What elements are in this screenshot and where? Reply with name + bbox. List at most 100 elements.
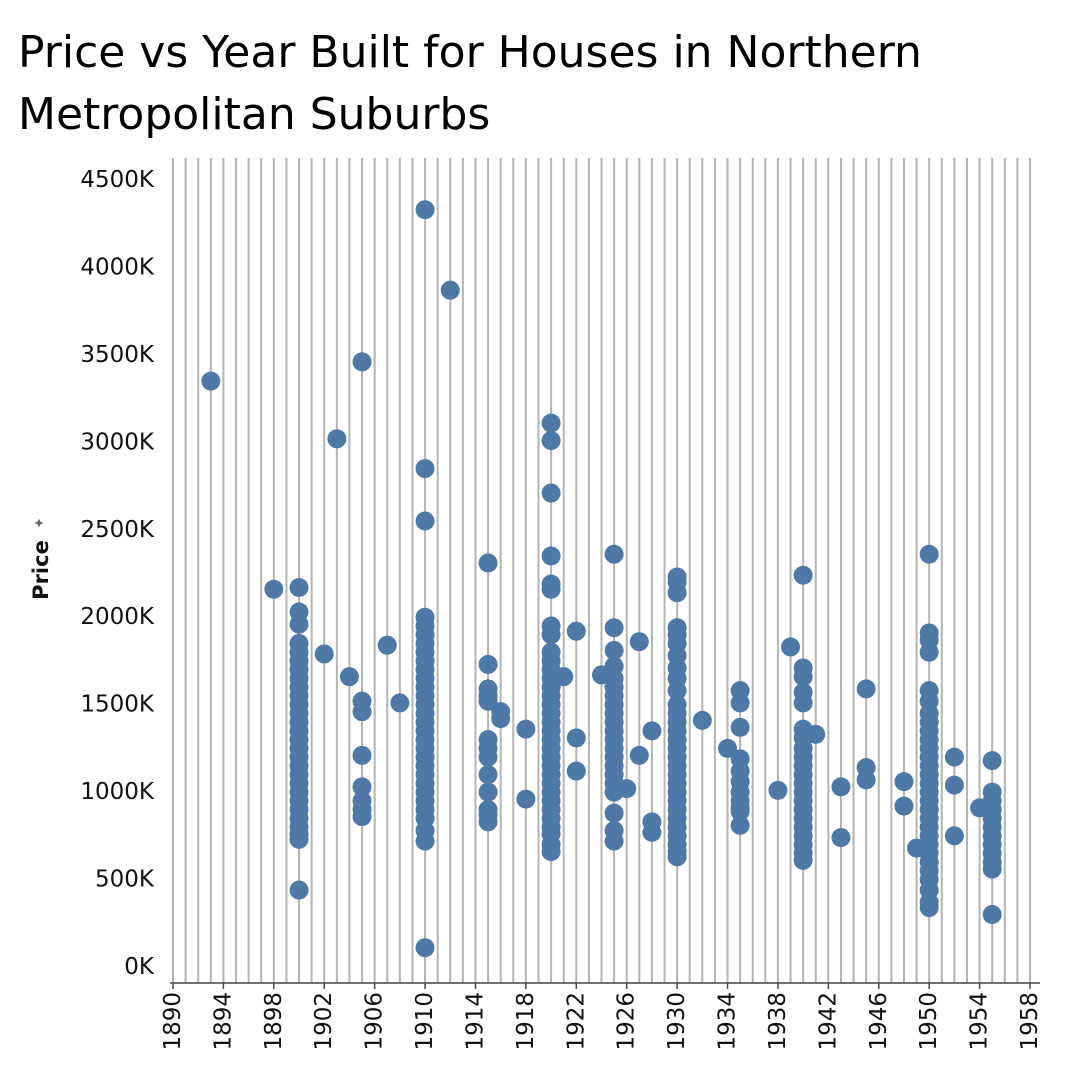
data-point <box>415 831 435 851</box>
y-tick-label: 0K <box>124 954 155 980</box>
y-axis-title-group: Price <box>29 518 53 600</box>
data-point <box>339 667 359 687</box>
data-point <box>491 709 511 729</box>
x-tick-label: 1954 <box>967 992 993 1051</box>
data-point <box>629 745 649 765</box>
data-point <box>478 553 498 573</box>
data-point <box>604 640 624 660</box>
x-tick-label: 1902 <box>311 992 337 1051</box>
data-point <box>944 775 964 795</box>
x-tick-label: 1930 <box>664 992 690 1051</box>
data-point <box>478 747 498 767</box>
data-point <box>667 681 687 701</box>
data-point <box>604 803 624 823</box>
data-point <box>516 719 536 739</box>
data-point <box>806 724 826 744</box>
x-tick-label: 1938 <box>765 992 791 1051</box>
data-point <box>629 632 649 652</box>
data-point <box>541 413 561 433</box>
x-tick-label: 1894 <box>210 992 236 1051</box>
x-tick-label: 1946 <box>866 992 892 1051</box>
data-point <box>352 352 372 372</box>
data-point <box>919 544 939 564</box>
data-point <box>516 789 536 809</box>
data-point <box>793 565 813 585</box>
data-point <box>289 614 309 634</box>
data-point <box>377 635 397 655</box>
data-point <box>554 667 574 687</box>
data-point <box>440 280 460 300</box>
x-tick-label: 1950 <box>916 992 942 1051</box>
data-point <box>478 691 498 711</box>
x-tick-label: 1918 <box>513 992 539 1051</box>
data-point <box>768 780 788 800</box>
data-point <box>201 371 221 391</box>
data-point <box>289 577 309 597</box>
y-tick-label: 2000K <box>80 604 155 630</box>
x-tick-label: 1914 <box>462 992 488 1051</box>
data-point <box>541 842 561 862</box>
data-point <box>856 770 876 790</box>
data-point <box>617 779 637 799</box>
data-point <box>541 431 561 451</box>
data-point <box>352 777 372 797</box>
data-point <box>730 801 750 821</box>
data-point <box>478 654 498 674</box>
data-point <box>314 644 334 664</box>
data-point <box>642 822 662 842</box>
y-tick-label: 3500K <box>80 342 155 368</box>
data-point <box>415 200 435 220</box>
data-point <box>478 765 498 785</box>
y-tick-label: 500K <box>95 867 155 893</box>
data-point <box>730 717 750 737</box>
data-point <box>415 459 435 479</box>
data-point <box>856 679 876 699</box>
data-point <box>604 831 624 851</box>
data-point <box>793 693 813 713</box>
data-point <box>415 511 435 531</box>
x-tick-label: 1934 <box>715 992 741 1051</box>
data-point <box>264 579 284 599</box>
data-point <box>566 728 586 748</box>
data-point <box>566 621 586 641</box>
data-point <box>541 546 561 566</box>
data-point <box>541 579 561 599</box>
x-tick-label: 1910 <box>412 992 438 1051</box>
data-point <box>566 761 586 781</box>
grid-lines <box>172 158 1031 983</box>
data-point <box>667 847 687 867</box>
y-tick-label: 1000K <box>80 779 155 805</box>
data-point <box>541 625 561 645</box>
data-point <box>352 807 372 827</box>
data-point <box>642 721 662 741</box>
data-point <box>718 738 738 758</box>
data-point <box>944 826 964 846</box>
data-point <box>390 693 410 713</box>
data-point <box>919 642 939 662</box>
x-tick-label: 1958 <box>1017 992 1043 1051</box>
x-tick-label: 1898 <box>261 992 287 1051</box>
data-point <box>894 796 914 816</box>
data-point <box>541 483 561 503</box>
y-tick-label: 4500K <box>80 167 155 193</box>
data-point <box>793 667 813 687</box>
data-point <box>692 710 712 730</box>
data-point <box>831 828 851 848</box>
data-point <box>327 429 347 449</box>
data-point <box>982 751 1002 771</box>
data-point <box>289 880 309 900</box>
data-point <box>793 850 813 870</box>
y-tick-label: 3000K <box>80 429 155 455</box>
x-tick-label: 1926 <box>614 992 640 1051</box>
y-tick-label: 4000K <box>80 254 155 280</box>
chart-title: Price vs Year Built for Houses in Northe… <box>18 27 922 140</box>
y-axis-title: Price <box>29 540 53 600</box>
x-axis-ticks: 1890 1894 1898 1902 1906 1910 1914 1918 1922 1926… <box>160 983 1043 1051</box>
data-point <box>982 859 1002 879</box>
x-tick-label: 1942 <box>815 992 841 1051</box>
y-tick-label: 2500K <box>80 517 155 543</box>
y-tick-label: 1500K <box>80 692 155 718</box>
y-axis-ticks: 0K 500K 1000K 1500K 2000K 2500K 3000K 3500K 4000… <box>80 167 155 980</box>
data-point <box>894 772 914 792</box>
